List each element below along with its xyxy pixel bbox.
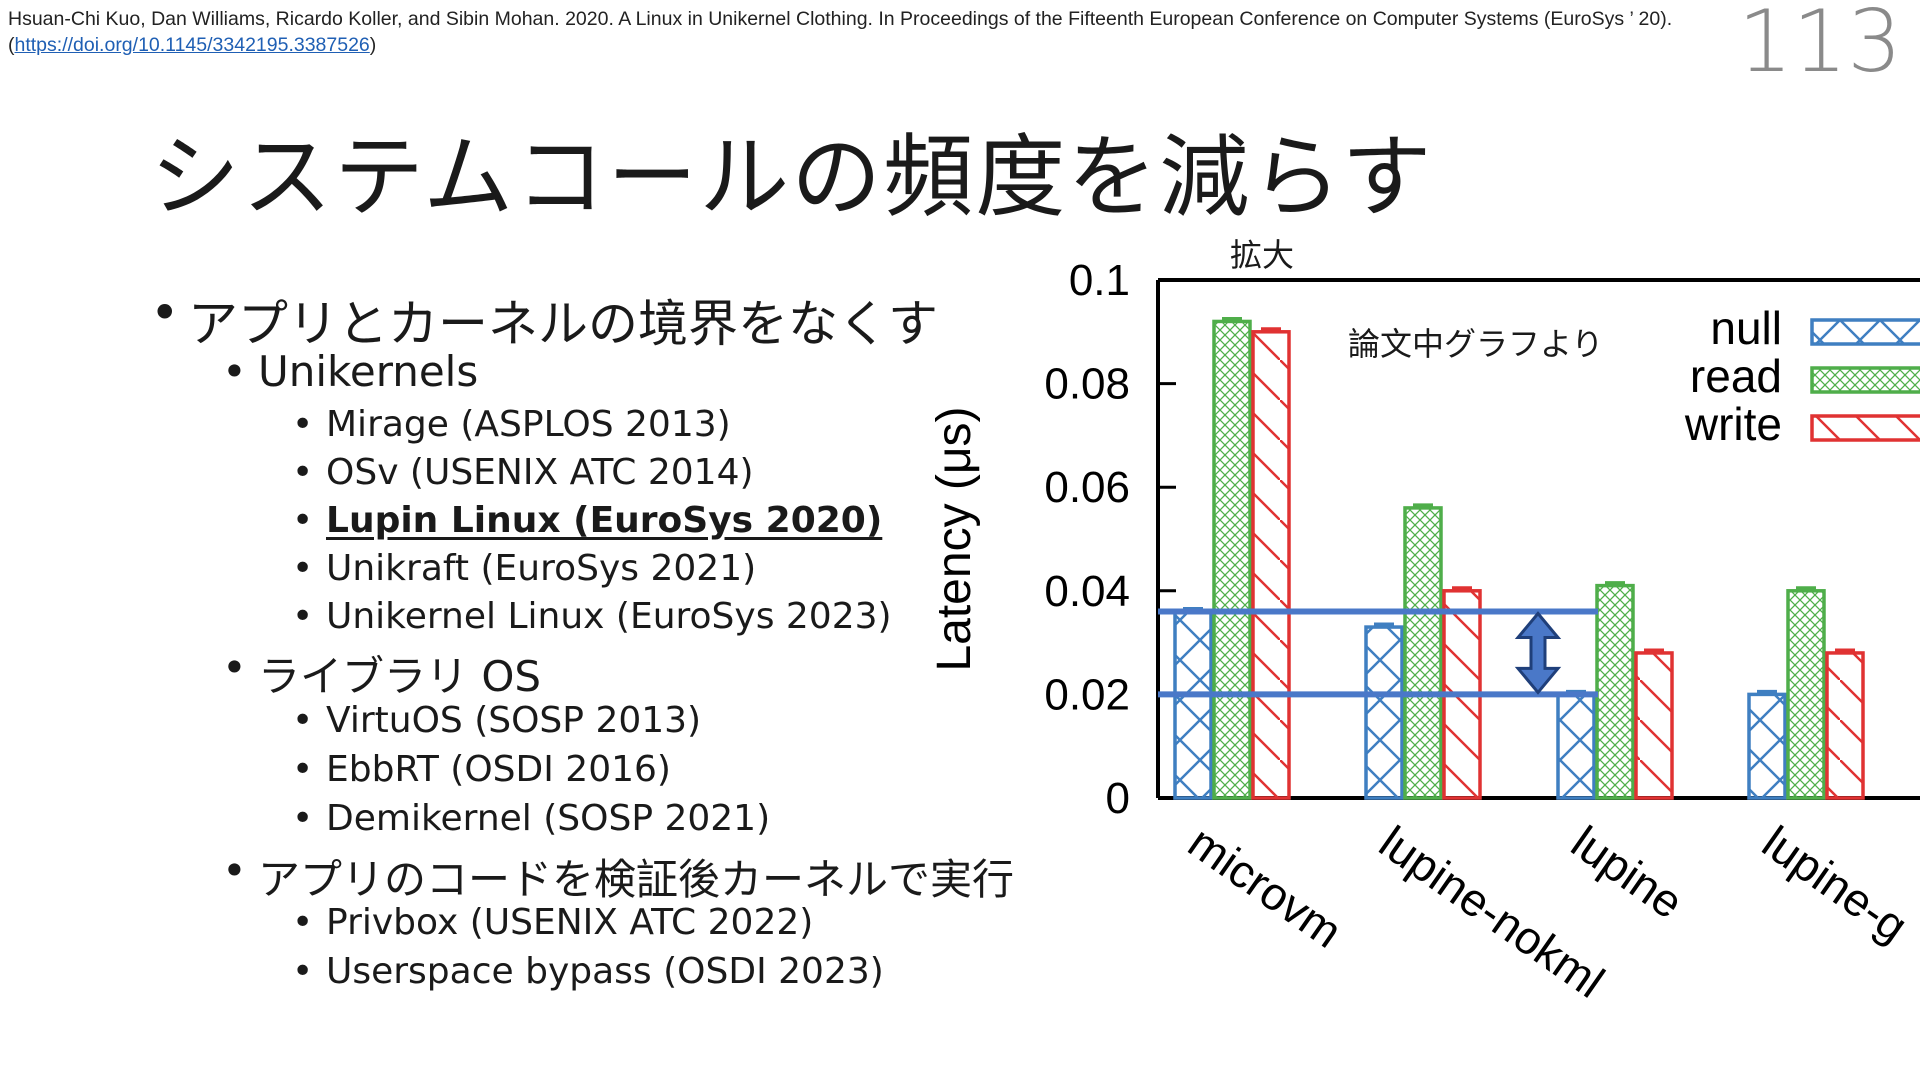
y-tick-label: 0.08	[1044, 360, 1130, 409]
bullet-text: Demikernel (SOSP 2021)	[326, 798, 771, 839]
bullet-dot: •	[150, 284, 180, 342]
legend-swatch-null	[1810, 318, 1920, 346]
bar-null-microvm	[1173, 609, 1213, 800]
bullet-item-level3: • EbbRT (OSDI 2016)	[292, 749, 671, 790]
bullet-item-level3: • OSv (USENIX ATC 2014)	[292, 452, 754, 493]
bullet-text: EbbRT (OSDI 2016)	[326, 749, 671, 790]
bar-write-lupine-g	[1825, 651, 1865, 800]
bullet-text: Unikernels	[258, 347, 479, 396]
y-tick-label: 0.06	[1044, 463, 1130, 512]
bullet-item-level2: • ライブラリ OS	[222, 643, 541, 704]
bullet-text: OSv (USENIX ATC 2014)	[326, 452, 754, 493]
page-number: 113	[1737, 0, 1902, 92]
y-axis-label: Latency (μs)	[928, 406, 981, 671]
category-label: lupine-g	[1753, 816, 1917, 952]
bullet-dot: •	[292, 700, 314, 741]
bullet-item-level3: • Lupin Linux (EuroSys 2020)	[292, 500, 882, 541]
bullet-item-level2: • アプリのコードを検証後カーネルで実行	[222, 846, 1014, 907]
slide-title: システムコールの頻度を減らす	[150, 125, 1434, 230]
bullet-item-level3: • Unikraft (EuroSys 2021)	[292, 548, 756, 589]
bullet-dot: •	[292, 404, 314, 445]
chart-note: 論文中グラフより	[1348, 325, 1603, 363]
legend-label-read: read	[1690, 350, 1782, 402]
bullet-text: Userspace bypass (OSDI 2023)	[326, 951, 884, 992]
category-label: microvm	[1179, 816, 1351, 958]
citation-text: Hsuan-Chi Kuo, Dan Williams, Ricardo Kol…	[8, 8, 1673, 56]
bullet-item-level3: • VirtuOS (SOSP 2013)	[292, 700, 701, 741]
citation-suffix: )	[369, 34, 377, 56]
legend-label-null: null	[1710, 302, 1782, 354]
legend-swatch-read	[1810, 366, 1920, 394]
bullet-dot: •	[292, 749, 314, 790]
bullet-dot: •	[222, 846, 247, 895]
legend-swatch-write	[1810, 414, 1920, 442]
bar-write-microvm	[1251, 330, 1291, 800]
bullet-item-level3: • Mirage (ASPLOS 2013)	[292, 404, 731, 445]
bar-null-lupine-g	[1747, 692, 1787, 800]
bullet-dot: •	[292, 596, 314, 637]
bullet-text: Mirage (ASPLOS 2013)	[326, 404, 731, 445]
bar-null-lupine-nokml	[1364, 625, 1404, 800]
y-tick-label: 0.04	[1044, 567, 1130, 616]
y-tick-label: 0	[1106, 774, 1130, 823]
bullet-dot: •	[292, 951, 314, 992]
bar-read-lupine-nokml	[1403, 506, 1443, 800]
bullet-dot: •	[292, 902, 314, 943]
zoom-label: 拡大	[1230, 236, 1295, 274]
category-label: lupine	[1562, 816, 1692, 929]
bullet-dot: •	[222, 347, 247, 396]
doi-link[interactable]: https://doi.org/10.1145/3342195.3387526	[14, 34, 370, 56]
bullet-text: アプリとカーネルの境界をなくす	[188, 295, 938, 353]
bullet-text: Privbox (USENIX ATC 2022)	[326, 902, 814, 943]
bullet-item-level3: • Privbox (USENIX ATC 2022)	[292, 902, 813, 943]
bullet-text: Unikernel Linux (EuroSys 2023)	[326, 596, 892, 637]
bullet-dot: •	[222, 643, 247, 692]
bullet-item-level3: • Demikernel (SOSP 2021)	[292, 798, 770, 839]
bullet-text: Lupin Linux (EuroSys 2020)	[326, 500, 883, 541]
bullet-item-level1: • アプリとカーネルの境界をなくす	[150, 284, 938, 356]
bar-write-lupine	[1634, 651, 1674, 800]
bullet-dot: •	[292, 798, 314, 839]
bar-read-lupine	[1595, 583, 1635, 800]
y-tick-label: 0.02	[1044, 670, 1130, 719]
bullet-dot: •	[292, 452, 314, 493]
bar-read-microvm	[1212, 319, 1252, 800]
bullet-dot: •	[292, 548, 314, 589]
citation: Hsuan-Chi Kuo, Dan Williams, Ricardo Kol…	[8, 6, 1708, 58]
legend-label-write: write	[1684, 398, 1782, 450]
double-arrow-icon	[1514, 611, 1562, 695]
bullet-dot: •	[292, 500, 314, 541]
bullet-text: Unikraft (EuroSys 2021)	[326, 548, 757, 589]
bullet-item-level3: • Userspace bypass (OSDI 2023)	[292, 951, 884, 992]
bar-read-lupine-g	[1786, 589, 1826, 800]
y-tick-label: 0.1	[1069, 256, 1130, 305]
bullet-text: アプリのコードを検証後カーネルで実行	[258, 855, 1015, 904]
bullet-text: ライブラリ OS	[258, 652, 542, 701]
bullet-item-level2: • Unikernels	[222, 347, 478, 396]
bullet-item-level3: • Unikernel Linux (EuroSys 2023)	[292, 596, 892, 637]
bullet-text: VirtuOS (SOSP 2013)	[326, 700, 702, 741]
bar-null-lupine	[1556, 692, 1596, 800]
